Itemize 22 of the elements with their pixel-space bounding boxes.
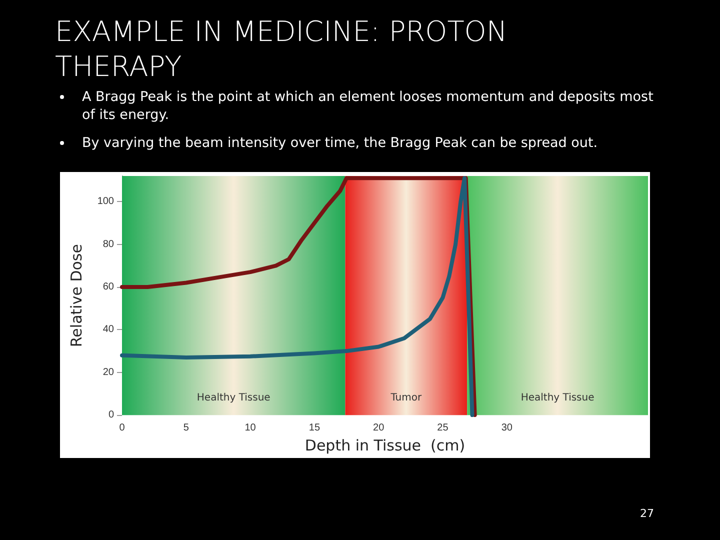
band-label: Healthy Tissue	[520, 392, 594, 404]
x-tick-label: 20	[373, 422, 385, 434]
x-tick-label: 10	[244, 422, 256, 434]
y-tick-label: 100	[97, 196, 114, 208]
x-tick-label: 0	[119, 422, 126, 434]
text: 27	[640, 507, 654, 520]
y-tick-label: 80	[102, 238, 114, 250]
text: By varying the beam intensity over time, the Bragg Peak can be spread out.	[82, 134, 598, 152]
y-tick-label: 60	[102, 282, 114, 293]
text: A Bragg Peak is the point at which an element looses momentum and deposits most of its energy.	[82, 88, 654, 124]
band-label: Healthy Tissue	[196, 392, 270, 404]
y-axis-title: Relative Dose	[68, 244, 86, 348]
x-tick-label: 25	[437, 422, 449, 434]
x-axis-title: Depth in Tissue (cm)	[304, 436, 466, 454]
band-label: Tumor	[390, 392, 422, 404]
y-tick-label: 20	[102, 366, 114, 378]
x-tick-label: 5	[183, 422, 190, 434]
y-tick-label: 0	[108, 410, 114, 421]
x-tick-label: 30	[501, 422, 513, 434]
x-tick-label: 15	[308, 422, 320, 434]
chart-title: EXAMPLE IN MEDICINE: PROTON THERAPY	[55, 14, 508, 84]
y-tick-label: 40	[102, 324, 114, 336]
